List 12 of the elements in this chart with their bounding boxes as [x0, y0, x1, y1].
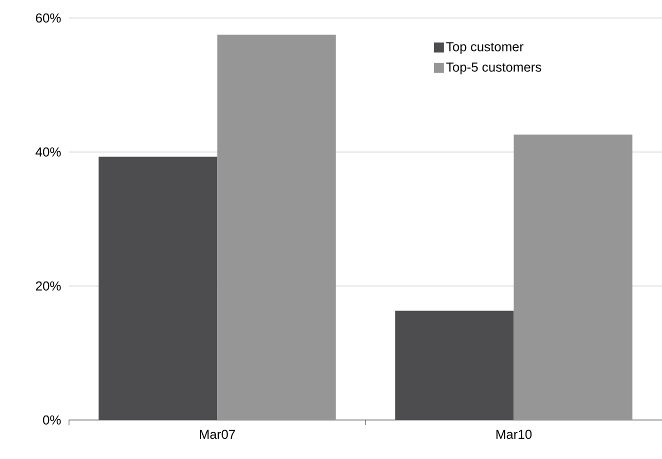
y-tick-label: 60%	[36, 13, 61, 23]
x-tick-label: Mar10	[496, 430, 532, 439]
legend-label: Top-5 customers	[446, 62, 542, 74]
bar	[217, 34, 336, 420]
x-tick-label: Mar07	[200, 430, 235, 439]
bar	[98, 156, 218, 420]
y-tick-label: 20%	[36, 281, 61, 291]
bar	[514, 134, 632, 420]
bar	[395, 310, 514, 420]
y-tick-label: 0%	[43, 415, 61, 425]
legend-label: Top customer	[446, 42, 524, 54]
y-tick-label: 40%	[36, 147, 61, 157]
